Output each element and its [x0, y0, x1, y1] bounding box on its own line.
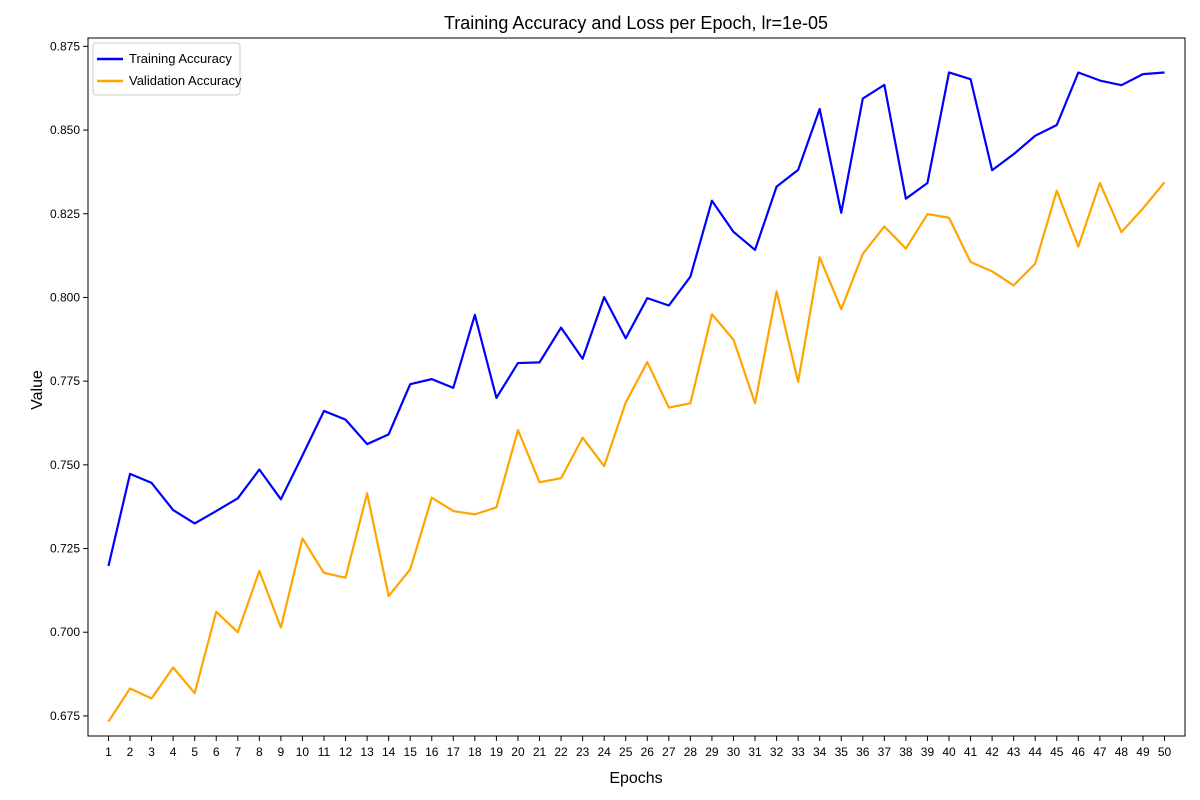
y-axis-label: Value [29, 370, 46, 410]
y-tick-label: 0.775 [50, 374, 80, 388]
x-tick-label: 15 [404, 745, 418, 759]
x-tick-label: 32 [770, 745, 784, 759]
x-axis: 1 2 3 4 5 6 7 8 9 10 11 12 13 14 15 16 17 18 19 20 21 22 23 24 2… [105, 736, 1172, 759]
x-tick-label: 9 [278, 745, 285, 759]
x-tick-label: 28 [684, 745, 698, 759]
x-tick-label: 47 [1093, 745, 1107, 759]
x-tick-label: 31 [748, 745, 762, 759]
y-tick-label: 0.800 [50, 290, 80, 304]
x-tick-label: 12 [339, 745, 353, 759]
x-tick-label: 42 [985, 745, 999, 759]
legend-box [92, 42, 241, 96]
x-tick-label: 43 [1007, 745, 1021, 759]
x-tick-label: 19 [490, 745, 504, 759]
x-tick-label: 48 [1115, 745, 1129, 759]
x-tick-label: 5 [191, 745, 198, 759]
x-tick-label: 46 [1072, 745, 1086, 759]
x-tick-label: 10 [296, 745, 310, 759]
legend: Training Accuracy Validation Accuracy [92, 42, 242, 96]
x-tick-label: 6 [213, 745, 220, 759]
series-lines [107, 71, 1166, 723]
x-tick-label: 14 [382, 745, 396, 759]
x-tick-label: 7 [234, 745, 241, 759]
x-tick-label: 50 [1158, 745, 1172, 759]
x-tick-label: 13 [360, 745, 374, 759]
x-tick-label: 27 [662, 745, 676, 759]
x-tick-label: 22 [554, 745, 568, 759]
x-tick-label: 24 [597, 745, 611, 759]
x-tick-label: 34 [813, 745, 827, 759]
x-tick-label: 20 [511, 745, 525, 759]
x-tick-label: 11 [318, 745, 331, 759]
plot-area-frame [87, 37, 1186, 737]
x-tick-label: 18 [468, 745, 482, 759]
y-tick-label: 0.700 [50, 625, 80, 639]
x-tick-label: 49 [1136, 745, 1150, 759]
legend-label-training: Training Accuracy [129, 51, 232, 66]
x-tick-label: 41 [964, 745, 978, 759]
x-tick-label: 35 [835, 745, 849, 759]
x-tick-label: 23 [576, 745, 590, 759]
y-tick-label: 0.675 [50, 709, 80, 723]
x-tick-label: 17 [447, 745, 461, 759]
x-tick-label: 21 [533, 745, 547, 759]
x-tick-label: 36 [856, 745, 870, 759]
x-tick-label: 26 [641, 745, 655, 759]
y-tick-label: 0.825 [50, 207, 80, 221]
x-tick-label: 33 [791, 745, 805, 759]
x-tick-label: 39 [921, 745, 935, 759]
x-tick-label: 30 [727, 745, 741, 759]
x-tick-label: 16 [425, 745, 439, 759]
x-tick-label: 37 [878, 745, 892, 759]
x-tick-label: 3 [148, 745, 155, 759]
x-tick-label: 44 [1029, 745, 1043, 759]
x-axis-label: Epochs [609, 770, 662, 787]
x-tick-label: 45 [1050, 745, 1064, 759]
x-tick-label: 1 [105, 745, 112, 759]
y-axis: 0.675 0.700 0.725 0.750 0.775 0.800 0.825 0.850… [50, 39, 88, 723]
x-tick-label: 2 [127, 745, 134, 759]
y-tick-label: 0.750 [50, 458, 80, 472]
x-tick-label: 25 [619, 745, 633, 759]
x-tick-label: 40 [942, 745, 956, 759]
x-tick-label: 38 [899, 745, 913, 759]
series-line-validation-accuracy [107, 181, 1166, 723]
y-tick-label: 0.850 [50, 123, 80, 137]
x-tick-label: 4 [170, 745, 177, 759]
x-tick-label: 29 [705, 745, 719, 759]
x-tick-label: 8 [256, 745, 263, 759]
legend-label-validation: Validation Accuracy [129, 73, 242, 88]
y-tick-label: 0.875 [50, 39, 80, 53]
chart-title: Training Accuracy and Loss per Epoch, lr… [444, 13, 828, 33]
series-line-training-accuracy [107, 71, 1165, 567]
y-tick-label: 0.725 [50, 542, 80, 556]
